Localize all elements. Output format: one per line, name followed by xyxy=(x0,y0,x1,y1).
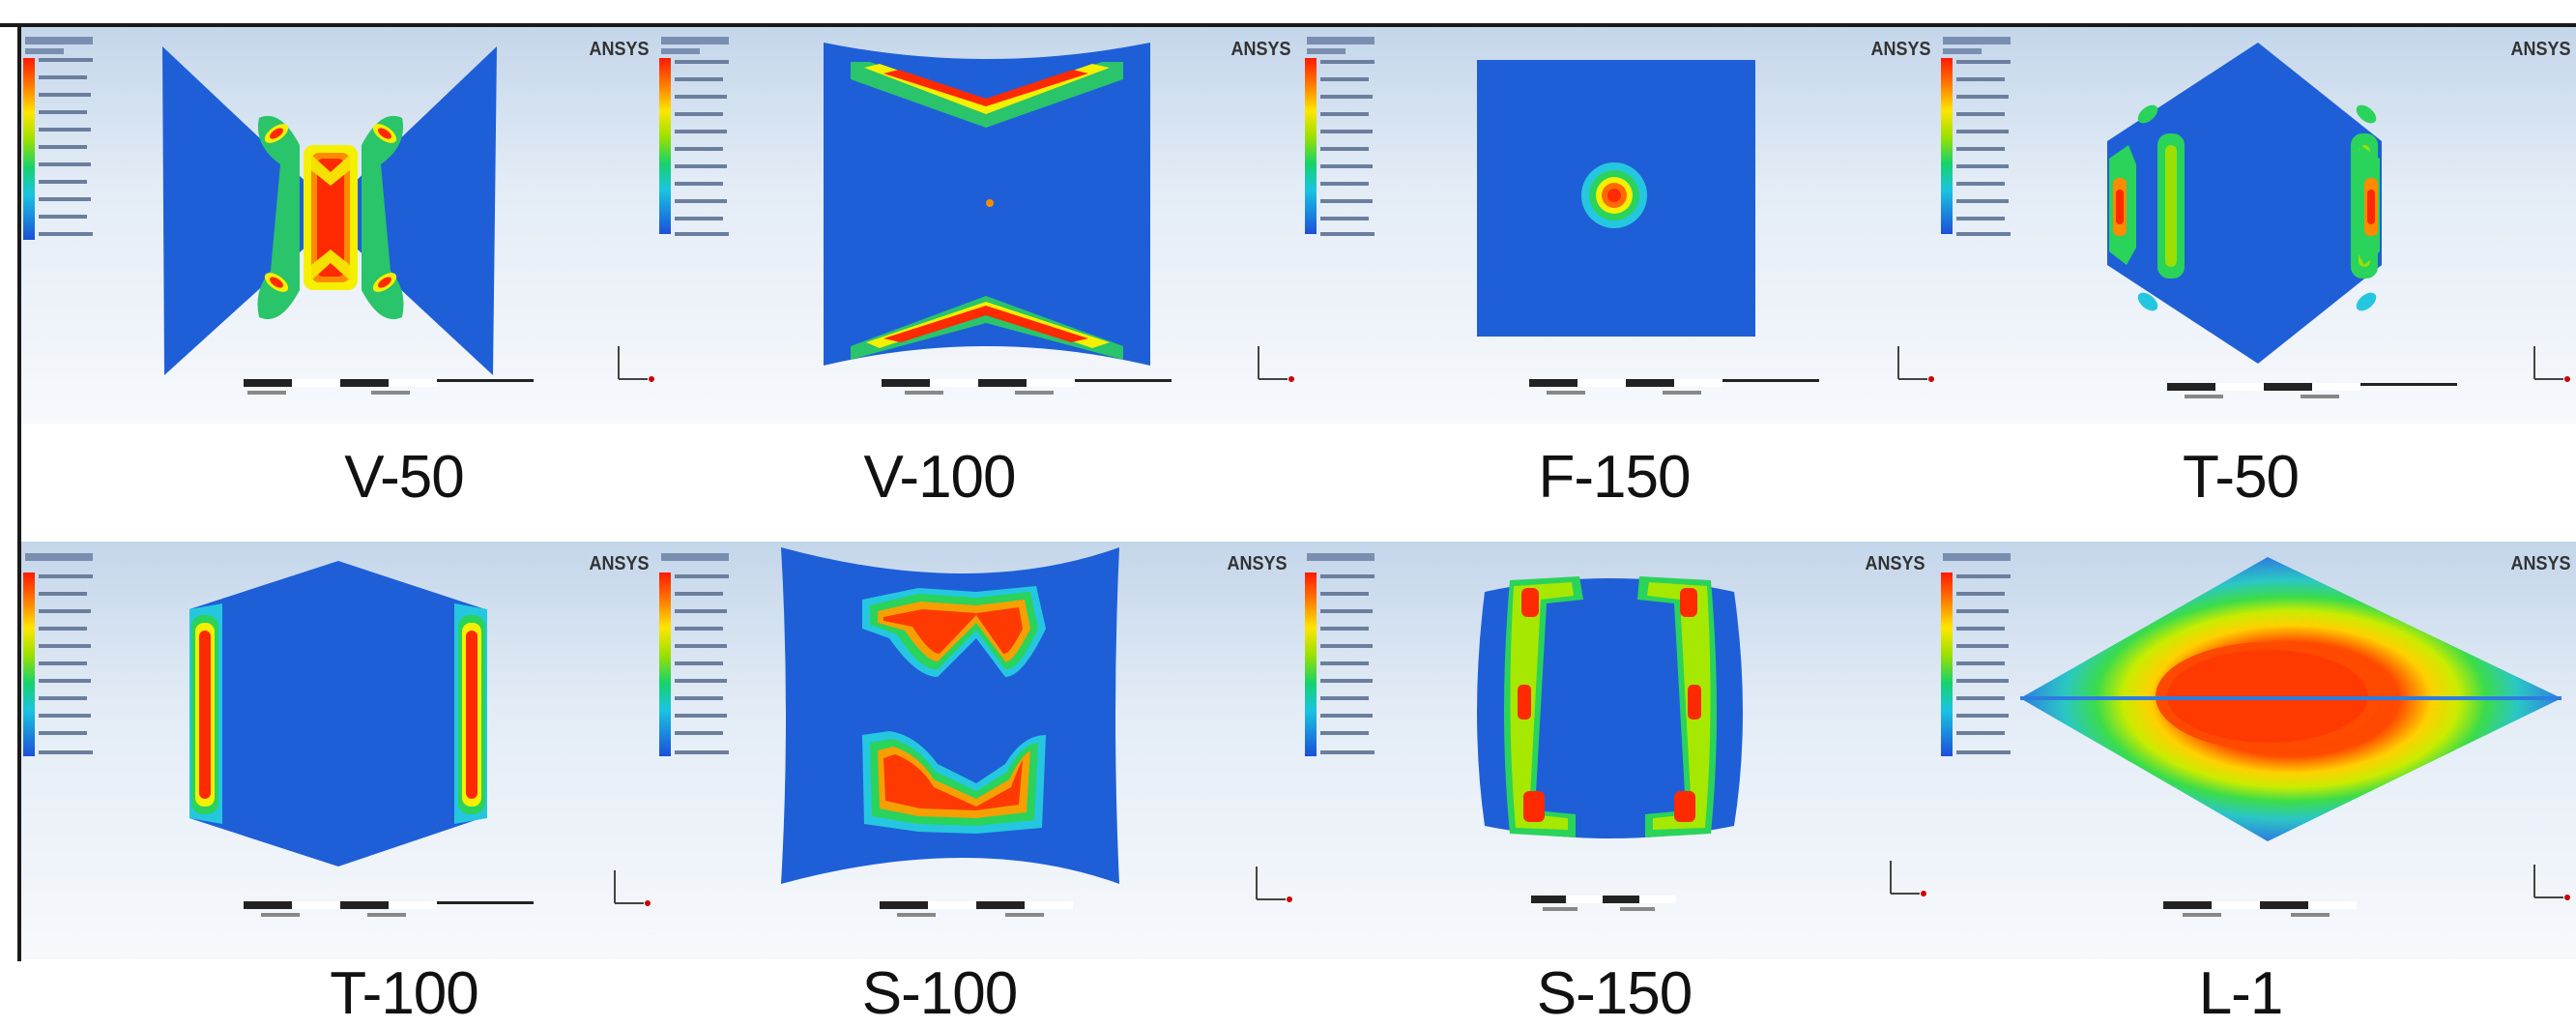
ansys-logo: ANSYS xyxy=(589,39,650,60)
scale-bar-s100 xyxy=(880,901,1073,917)
legend-v50 xyxy=(23,37,93,240)
scale-bar-s150 xyxy=(1531,896,1676,911)
plot-t100 xyxy=(189,561,651,917)
panel-label-t50: T-50 xyxy=(2182,444,2300,511)
axis-triad-v50 xyxy=(618,346,654,382)
scale-bar-f150 xyxy=(1529,379,1819,395)
legend-s100 xyxy=(659,553,729,756)
axis-triad-s100 xyxy=(1256,866,1292,902)
panel-label-v50: V-50 xyxy=(344,444,465,511)
legend-v100 xyxy=(659,37,729,236)
legend-t100 xyxy=(23,553,93,756)
ansys-logo: ANSYS xyxy=(589,553,650,574)
ansys-logo: ANSYS xyxy=(2510,39,2571,60)
axis-triad-f150 xyxy=(1897,346,1934,382)
legend-f150 xyxy=(1305,37,1375,236)
plot-v100 xyxy=(824,43,1294,395)
ansys-logo: ANSYS xyxy=(1227,553,1288,574)
axis-triad-t100 xyxy=(614,870,651,906)
plot-s150 xyxy=(1477,576,1926,911)
ansys-logo: ANSYS xyxy=(1230,39,1291,60)
scale-bar-v50 xyxy=(244,379,534,395)
plot-f150 xyxy=(1477,60,1934,395)
plot-l1 xyxy=(2020,557,2570,917)
panel-label-s100: S-100 xyxy=(861,960,1018,1027)
panel-label-s150: S-150 xyxy=(1536,960,1693,1027)
panel-label-l1: L-1 xyxy=(2198,960,2284,1027)
panel-label-f150: F-150 xyxy=(1538,444,1692,511)
axis-triad-v100 xyxy=(1258,346,1294,382)
figure-top-border xyxy=(0,23,2576,27)
panel-label-t100: T-100 xyxy=(330,960,479,1027)
axis-triad-t50 xyxy=(2533,346,2570,382)
ansys-logo: ANSYS xyxy=(1870,39,1931,60)
ansys-logo: ANSYS xyxy=(2510,553,2571,574)
plot-s100 xyxy=(781,547,1292,917)
axis-triad-l1 xyxy=(2533,865,2570,900)
scale-bar-t50 xyxy=(2167,383,2457,398)
plot-v50 xyxy=(162,46,654,395)
ansys-logo: ANSYS xyxy=(1865,553,1925,574)
scale-bar-v100 xyxy=(882,379,1172,395)
legend-l1 xyxy=(1941,553,2011,756)
scale-bar-l1 xyxy=(2163,901,2357,917)
figure-left-border xyxy=(17,23,21,961)
panel-label-v100: V-100 xyxy=(863,444,1016,511)
axis-triad-s150 xyxy=(1890,861,1926,896)
legend-s150 xyxy=(1305,553,1375,756)
scale-bar-t100 xyxy=(244,901,534,917)
plot-t50 xyxy=(2107,43,2570,398)
legend-t50 xyxy=(1941,37,2011,236)
